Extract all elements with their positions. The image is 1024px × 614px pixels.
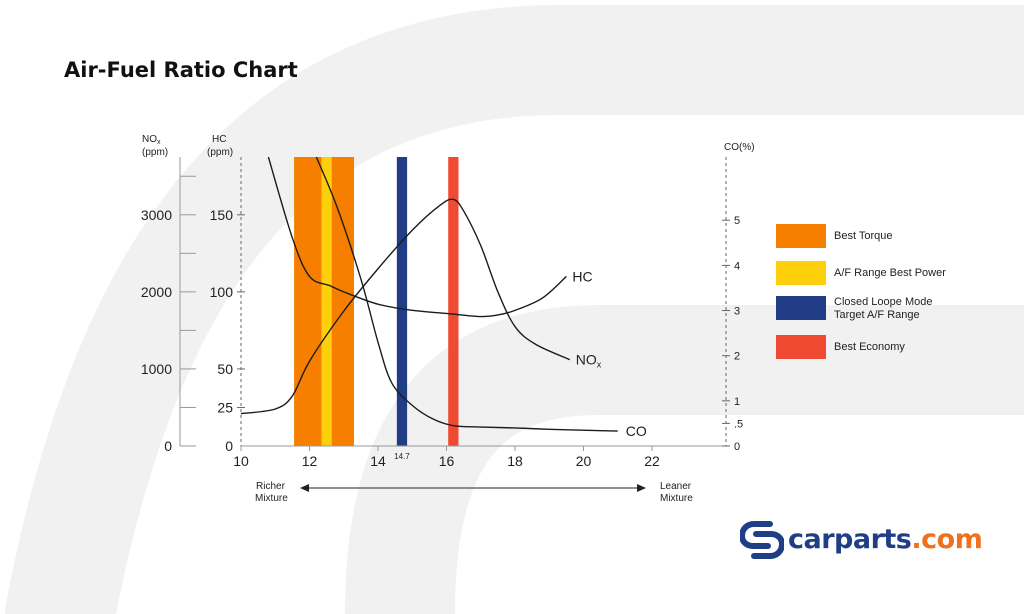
x-tick-label: 20 (576, 453, 592, 469)
co-tick-label: 5 (734, 215, 740, 227)
x-tick-label: 18 (507, 453, 523, 469)
legend-label: Best Torque (834, 230, 893, 242)
x-tick-label-14-7: 14.7 (394, 452, 410, 461)
series-label-hc: HC (572, 268, 592, 284)
hc-tick-label: 100 (210, 284, 234, 300)
legend-label: A/F Range Best Power (834, 267, 946, 279)
legend-swatch (776, 224, 826, 248)
co-tick-label: 3 (734, 306, 740, 318)
richer-label-2: Mixture (255, 493, 288, 504)
co-tick-label: 1 (734, 396, 740, 408)
series-label-nox: NOx (576, 352, 602, 370)
hc-tick-label: 150 (210, 207, 234, 223)
band-best-economy (448, 157, 459, 446)
arrow-right-icon (637, 484, 646, 492)
nox-tick-label: 0 (164, 438, 172, 454)
carparts-logo: carparts.com (738, 520, 983, 565)
hc-tick-label: 50 (217, 361, 233, 377)
x-tick-label: 10 (233, 453, 249, 469)
legend-swatch (776, 335, 826, 359)
x-tick-label: 16 (439, 453, 455, 469)
nox-axis-title: NOx (142, 134, 161, 146)
band-closed-loope-mode-target-a-f-range (396, 157, 408, 446)
x-tick-label: 14 (370, 453, 386, 469)
hc-tick-label: 0 (225, 438, 233, 454)
legend-label: Closed Loope Mode Target A/F Range (834, 296, 933, 321)
series-label-co: CO (626, 423, 647, 439)
series-line-co (315, 157, 618, 432)
nox-tick-label: 1000 (141, 361, 172, 377)
hc-tick-label: 25 (217, 399, 233, 415)
x-tick-label: 12 (302, 453, 318, 469)
co-tick-label: 4 (734, 260, 740, 272)
arrow-left-icon (300, 484, 309, 492)
leaner-label: Leaner (660, 481, 692, 492)
logo-mark-icon (738, 521, 786, 559)
hc-axis-unit: (ppm) (207, 147, 233, 158)
legend-label: Best Economy (834, 341, 905, 353)
x-tick-label: 22 (644, 453, 660, 469)
hc-axis-title: HC (212, 134, 226, 145)
chart-title: Air-Fuel Ratio Chart (64, 58, 298, 82)
logo-domain: .com (911, 524, 983, 555)
series-line-hc (267, 157, 567, 318)
co-tick-label: .5 (734, 418, 743, 430)
nox-axis-unit: (ppm) (142, 147, 168, 158)
logo-brand: carparts (788, 524, 912, 555)
series-line-no (241, 198, 571, 415)
legend-swatch (776, 296, 826, 320)
band-a-f-range-best-power (321, 157, 332, 446)
co-tick-label: 2 (734, 351, 740, 363)
richer-label: Richer (256, 481, 286, 492)
nox-tick-label: 2000 (141, 284, 172, 300)
co-axis-title: CO(%) (724, 142, 755, 153)
leaner-label-2: Mixture (660, 493, 693, 504)
legend-swatch (776, 261, 826, 285)
nox-tick-label: 3000 (141, 207, 172, 223)
logo-text: carparts.com (788, 524, 983, 555)
co-tick-label: 0 (734, 441, 740, 453)
